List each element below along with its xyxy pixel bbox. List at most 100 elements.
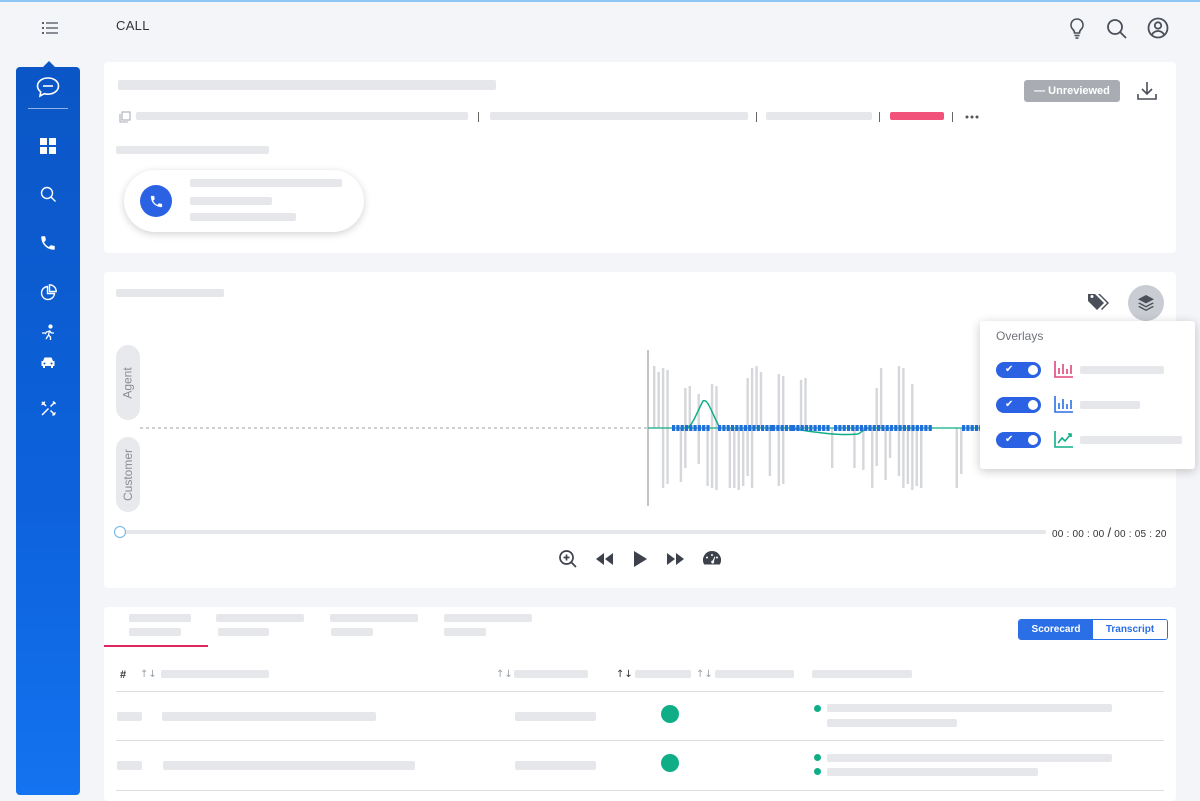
- waveform-bar: [737, 428, 740, 490]
- waveform-bar: [862, 428, 865, 470]
- speech-marker: [859, 425, 863, 431]
- user-account-icon[interactable]: [1146, 16, 1170, 40]
- waveform-bar: [831, 428, 834, 468]
- waveform-bar: [853, 428, 856, 468]
- call-title-placeholder: [118, 80, 496, 90]
- sort-icon[interactable]: ↑↓: [496, 669, 513, 680]
- speech-marker: [902, 425, 906, 431]
- waveform-bar: [666, 428, 669, 484]
- playback-speed-icon[interactable]: [701, 548, 723, 570]
- transcript-tab[interactable]: Transcript: [1093, 620, 1167, 639]
- row-note-placeholder: [827, 768, 1038, 776]
- tab-3-title[interactable]: [330, 614, 418, 622]
- tab-1-title[interactable]: [129, 614, 191, 622]
- column-header-placeholder[interactable]: [514, 670, 588, 678]
- sort-icon[interactable]: ↑↓: [140, 669, 157, 680]
- speech-marker: [915, 425, 919, 431]
- waveform-bar: [697, 428, 700, 464]
- car-icon[interactable]: [16, 355, 80, 371]
- column-header-number[interactable]: #: [120, 669, 127, 681]
- download-icon[interactable]: [1135, 79, 1159, 103]
- pie-chart-icon[interactable]: [16, 283, 80, 301]
- sort-icon[interactable]: ↑↓: [696, 669, 713, 680]
- waveform-chart[interactable]: [140, 346, 1000, 511]
- overlay-label-placeholder: [1080, 401, 1140, 409]
- speech-marker: [834, 425, 838, 431]
- overlay-toggle-2[interactable]: ✔: [996, 397, 1041, 413]
- column-header-placeholder[interactable]: [635, 670, 691, 678]
- active-tab-indicator: [104, 645, 208, 647]
- dashboard-icon[interactable]: [16, 137, 80, 155]
- status-indicator: [661, 705, 679, 723]
- speech-marker: [962, 425, 966, 431]
- speech-marker: [974, 425, 979, 431]
- participant-detail-placeholder: [190, 197, 272, 205]
- waveform-bar: [750, 368, 754, 428]
- waveform-bar: [653, 366, 656, 428]
- rewind-icon[interactable]: [593, 548, 615, 570]
- more-options-icon[interactable]: [964, 110, 980, 122]
- top-accent-line: [0, 0, 1200, 2]
- fast-forward-icon[interactable]: [665, 548, 687, 570]
- zoom-in-icon[interactable]: [557, 548, 579, 570]
- running-icon[interactable]: [16, 323, 80, 341]
- waveform-bar: [888, 428, 892, 458]
- lightbulb-icon[interactable]: [1066, 16, 1088, 40]
- play-icon[interactable]: [629, 548, 651, 570]
- waveform-bar: [755, 366, 758, 428]
- tools-icon[interactable]: [16, 399, 80, 417]
- menu-toggle-icon[interactable]: [40, 18, 60, 38]
- table-divider: [116, 790, 1164, 791]
- speech-marker: [756, 425, 760, 431]
- speech-marker: [928, 425, 932, 431]
- speech-marker: [898, 425, 902, 431]
- sort-icon[interactable]: ↑↓: [616, 669, 633, 680]
- sidebar-pointer: [43, 61, 55, 67]
- waveform-bar: [728, 428, 732, 488]
- speech-marker: [676, 425, 680, 431]
- tag-icon[interactable]: [1086, 291, 1110, 313]
- overlay-toggle-1[interactable]: ✔: [996, 362, 1041, 378]
- search-icon[interactable]: [1105, 17, 1129, 41]
- speech-marker: [872, 425, 876, 431]
- chat-icon[interactable]: [16, 75, 80, 99]
- player-title-placeholder: [116, 289, 224, 297]
- speech-marker: [789, 425, 793, 431]
- status-indicator: [661, 754, 679, 772]
- seek-bar[interactable]: [120, 530, 1046, 534]
- waveform-bar: [661, 368, 665, 428]
- speech-marker: [826, 425, 830, 431]
- scorecard-tab[interactable]: Scorecard: [1019, 620, 1093, 639]
- layers-icon[interactable]: [1128, 285, 1164, 321]
- column-header-placeholder[interactable]: [161, 670, 269, 678]
- call-participant-card[interactable]: [124, 170, 364, 232]
- search-icon[interactable]: [16, 185, 80, 203]
- speech-marker: [769, 425, 773, 431]
- seek-handle[interactable]: [114, 526, 126, 538]
- column-header-placeholder[interactable]: [715, 670, 794, 678]
- copy-icon[interactable]: [119, 110, 131, 123]
- speech-marker: [881, 425, 885, 431]
- tab-4-title[interactable]: [444, 614, 532, 622]
- overlay-toggle-3[interactable]: ✔: [996, 432, 1041, 448]
- speech-marker: [752, 425, 756, 431]
- speech-marker: [693, 425, 697, 431]
- note-bullet: [814, 754, 821, 761]
- speech-marker: [748, 425, 752, 431]
- overlay-label-placeholder: [1080, 366, 1164, 374]
- speech-marker: [846, 425, 851, 431]
- meta-divider: [879, 112, 880, 122]
- waveform-bar: [799, 380, 803, 428]
- phone-icon[interactable]: [16, 234, 80, 252]
- speech-marker: [765, 425, 769, 431]
- waveform-bar: [688, 386, 691, 428]
- column-header-placeholder[interactable]: [812, 670, 912, 678]
- speech-marker: [838, 425, 842, 431]
- waveform-bar: [777, 428, 780, 486]
- overlay-label-placeholder: [1080, 436, 1182, 444]
- waveform-bar: [746, 378, 749, 428]
- row-note-placeholder: [827, 704, 1112, 712]
- tab-2-title[interactable]: [216, 614, 304, 622]
- review-status-button[interactable]: — Unreviewed: [1024, 80, 1120, 102]
- meta-divider: [478, 112, 479, 122]
